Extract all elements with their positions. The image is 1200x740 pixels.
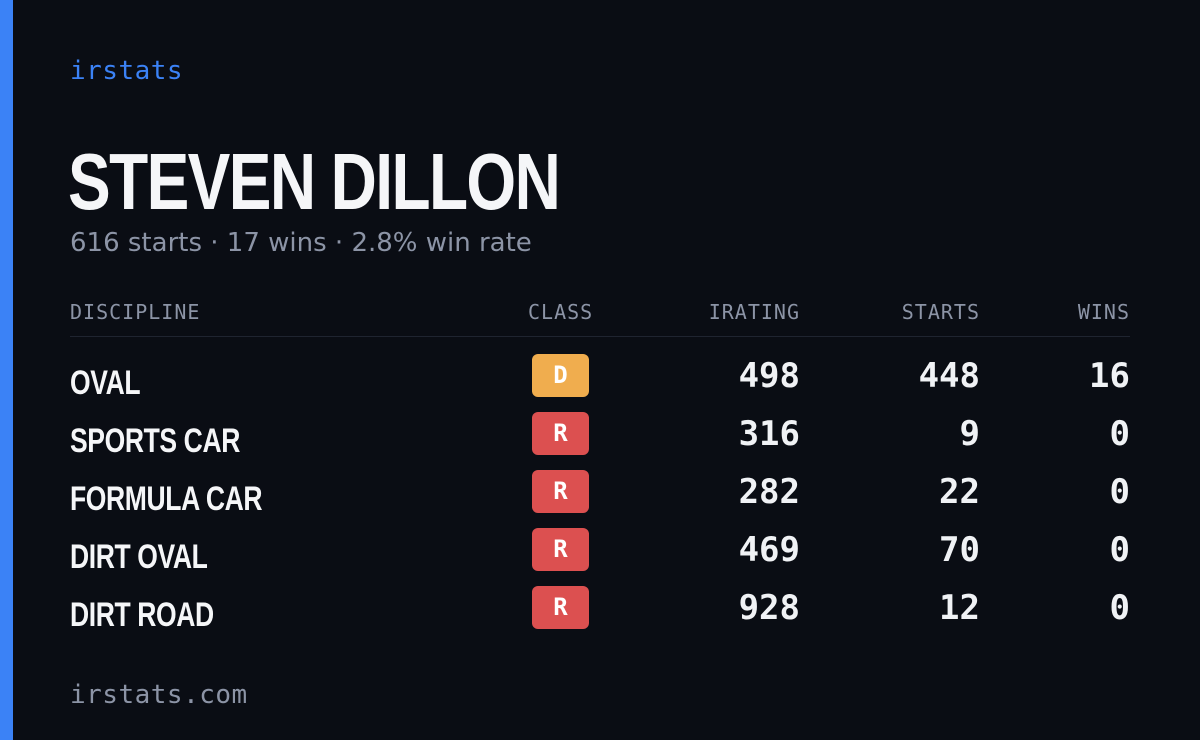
table-row: SPORTS CAR R 316 9 0 xyxy=(70,412,1130,470)
starts-value: 9 xyxy=(959,414,980,454)
irating-value: 282 xyxy=(738,472,800,512)
class-badge: R xyxy=(532,412,589,455)
irating-value: 316 xyxy=(738,414,800,454)
starts-value: 448 xyxy=(918,356,980,396)
discipline-name: FORMULA CAR xyxy=(70,480,263,518)
wins-value: 0 xyxy=(1109,530,1130,570)
accent-bar xyxy=(0,0,13,740)
discipline-name: SPORTS CAR xyxy=(70,422,240,460)
table-row: FORMULA CAR R 282 22 0 xyxy=(70,470,1130,528)
class-badge: R xyxy=(532,586,589,629)
table-row: DIRT ROAD R 928 12 0 xyxy=(70,586,1130,644)
brand-logo: irstats xyxy=(70,56,184,86)
header-irating: IRATING xyxy=(708,300,800,324)
driver-name: STEVEN DILLON xyxy=(68,137,561,226)
class-badge: D xyxy=(532,354,589,397)
header-wins: WINS xyxy=(1077,300,1130,324)
header-starts: STARTS xyxy=(901,300,980,324)
starts-value: 12 xyxy=(939,588,980,628)
wins-value: 0 xyxy=(1109,414,1130,454)
footer-url: irstats.com xyxy=(70,680,248,710)
driver-summary: 616 starts · 17 wins · 2.8% win rate xyxy=(70,228,532,258)
class-badge: R xyxy=(532,528,589,571)
discipline-name: OVAL xyxy=(70,364,141,402)
table-body: OVAL D 498 448 16 SPORTS CAR R 316 9 0 F… xyxy=(70,337,1130,644)
table-row: DIRT OVAL R 469 70 0 xyxy=(70,528,1130,586)
class-badge: R xyxy=(532,470,589,513)
wins-value: 0 xyxy=(1109,588,1130,628)
irating-value: 498 xyxy=(738,356,800,396)
discipline-table: DISCIPLINE CLASS IRATING STARTS WINS OVA… xyxy=(70,298,1130,644)
starts-value: 22 xyxy=(939,472,980,512)
discipline-name: DIRT ROAD xyxy=(70,596,214,634)
irating-value: 469 xyxy=(738,530,800,570)
table-row: OVAL D 498 448 16 xyxy=(70,354,1130,412)
header-discipline: DISCIPLINE xyxy=(70,300,201,324)
wins-value: 0 xyxy=(1109,472,1130,512)
irating-value: 928 xyxy=(738,588,800,628)
discipline-name: DIRT OVAL xyxy=(70,538,208,576)
header-class: CLASS xyxy=(528,300,594,324)
table-header: DISCIPLINE CLASS IRATING STARTS WINS xyxy=(70,298,1130,337)
starts-value: 70 xyxy=(939,530,980,570)
wins-value: 16 xyxy=(1089,356,1130,396)
